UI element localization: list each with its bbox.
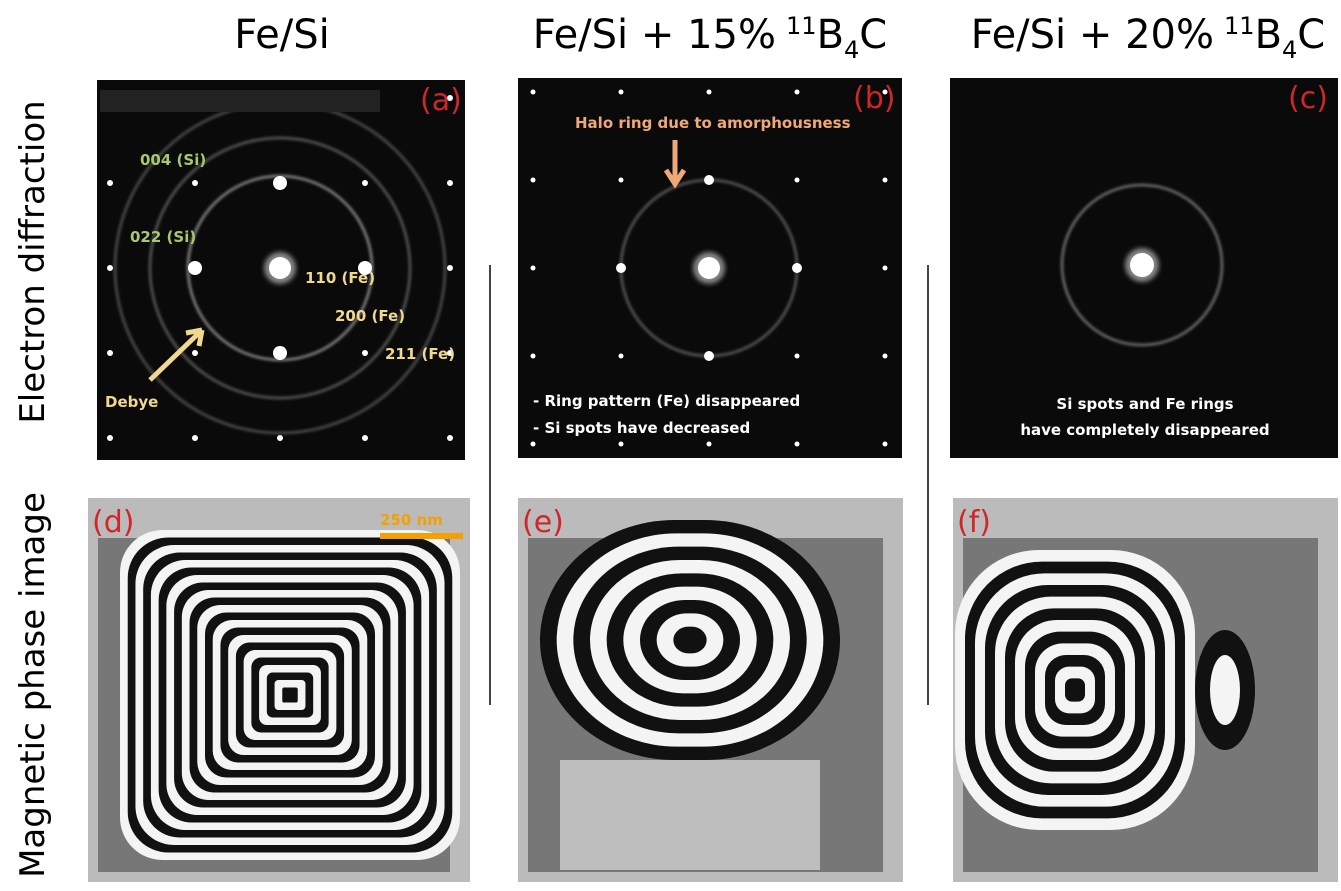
title-main: Fe/Si + 15%	[533, 12, 776, 58]
spot	[447, 265, 453, 271]
title-end: C	[859, 12, 887, 58]
scale-bar-label: 250 nm	[380, 511, 443, 529]
spot	[192, 435, 198, 441]
spot	[277, 435, 283, 441]
title-base: B	[1255, 12, 1282, 58]
annotation: - Ring pattern (Fe) disappeared	[533, 392, 800, 410]
spot	[447, 435, 453, 441]
annotation: Si spots and Fe rings	[1056, 395, 1233, 413]
spot	[362, 350, 368, 356]
center-spot	[1130, 253, 1154, 277]
spot	[707, 442, 712, 447]
annotation: 200 (Fe)	[335, 307, 405, 325]
panel-label: (a)	[420, 83, 462, 118]
annotation: Debye	[105, 393, 158, 411]
annotation: 110 (Fe)	[305, 269, 375, 287]
title-main: Fe/Si + 20%	[971, 12, 1214, 58]
fringe-core	[1072, 687, 1078, 693]
spot	[616, 263, 626, 273]
spot	[619, 442, 624, 447]
spot	[531, 442, 536, 447]
spot	[619, 178, 624, 183]
spot	[273, 176, 287, 190]
column-title: Fe/Si + 15% 11B4C	[533, 12, 887, 64]
annotation: - Si spots have decreased	[533, 419, 750, 437]
annotation: 022 (Si)	[130, 228, 196, 246]
panel-label: (b)	[853, 81, 895, 116]
fringe-lobe	[1210, 655, 1240, 725]
title-end: C	[1297, 12, 1325, 58]
row-label: Electron diffraction	[13, 100, 53, 423]
column-title: Fe/Si	[234, 12, 329, 58]
fringe-core	[687, 637, 693, 643]
spot	[792, 263, 802, 273]
title-sup: 11	[786, 12, 817, 40]
spot	[707, 90, 712, 95]
title-sub: 4	[1282, 36, 1297, 64]
spot	[704, 351, 714, 361]
panel-label: (c)	[1288, 81, 1328, 116]
title-base: B	[817, 12, 844, 58]
spot	[619, 90, 624, 95]
spot	[273, 346, 287, 360]
spot	[531, 354, 536, 359]
spot	[883, 266, 888, 271]
spot	[192, 180, 198, 186]
panel-label: (d)	[92, 505, 134, 540]
spot	[107, 350, 113, 356]
images	[88, 78, 1338, 882]
spot	[883, 442, 888, 447]
spot	[883, 178, 888, 183]
spot	[188, 261, 202, 275]
spot	[795, 90, 800, 95]
spot	[107, 435, 113, 441]
scale-bar	[380, 533, 463, 539]
redaction	[100, 90, 380, 112]
spot	[795, 442, 800, 447]
spot	[883, 354, 888, 359]
annotation: 004 (Si)	[140, 151, 206, 169]
spot	[192, 350, 198, 356]
spot	[531, 266, 536, 271]
annotation: Halo ring due to amorphousness	[575, 114, 851, 132]
spot	[795, 354, 800, 359]
center-spot	[269, 257, 291, 279]
page: Fe/Si Fe/Si + 15%11B4C Fe/Si + 20%11B4C …	[0, 0, 1341, 891]
panel-label: (e)	[522, 505, 564, 540]
spot	[107, 265, 113, 271]
annotation: have completely disappeared	[1020, 421, 1269, 439]
figure: Fe/Si Fe/Si + 15%11B4C Fe/Si + 20%11B4C …	[0, 0, 1341, 891]
spot	[107, 180, 113, 186]
fringe-core	[287, 692, 293, 698]
column-title: Fe/Si + 20% 11B4C	[971, 12, 1325, 64]
phase-bright	[560, 760, 820, 870]
panel-label: (f)	[957, 505, 991, 540]
spot	[362, 435, 368, 441]
spot	[447, 180, 453, 186]
annotation: 211 (Fe)	[385, 345, 455, 363]
spot	[362, 180, 368, 186]
title-sup: 11	[1224, 12, 1255, 40]
title-sub: 4	[844, 36, 859, 64]
spot	[704, 175, 714, 185]
spot	[795, 178, 800, 183]
spot	[531, 178, 536, 183]
row-label: Magnetic phase image	[13, 492, 53, 878]
spot	[531, 90, 536, 95]
spot	[619, 354, 624, 359]
center-spot	[698, 257, 720, 279]
